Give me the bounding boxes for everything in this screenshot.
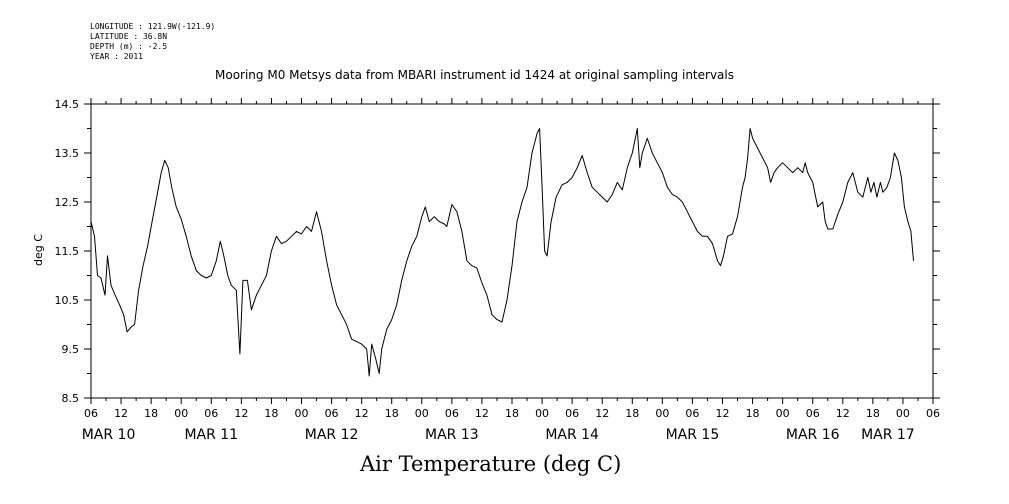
metadata-year: YEAR : 2011: [90, 52, 143, 61]
x-hour-label: 12: [355, 407, 369, 420]
x-hour-label: 06: [445, 407, 459, 420]
x-hour-label: 00: [174, 407, 188, 420]
series-line: [90, 128, 914, 377]
x-day-label: MAR 15: [666, 427, 720, 443]
x-hour-label: 06: [806, 407, 820, 420]
x-hour-label: 00: [776, 407, 790, 420]
x-axis-label: Air Temperature (deg C): [360, 452, 622, 476]
x-hour-label: 18: [144, 407, 158, 420]
y-tick-label: 14.5: [55, 98, 80, 111]
x-day-label: MAR 10: [82, 427, 136, 443]
y-axis: 14.5 13.5 12.5 11.5 10.5 9.5 8.5: [55, 98, 940, 405]
chart-title: Mooring M0 Metsys data from MBARI instru…: [215, 68, 734, 82]
x-hour-label: 12: [234, 407, 248, 420]
y-tick-label: 13.5: [55, 147, 80, 160]
x-axis: 06 12 18 00 06 12 18 00 06 12 18 00 06 12 18 00 06 12 18 00…: [82, 98, 940, 443]
x-hour-label: 18: [264, 407, 278, 420]
x-hour-label: 18: [385, 407, 399, 420]
y-axis-label: deg C: [32, 234, 45, 266]
x-hour-label: 06: [565, 407, 579, 420]
series-group: [90, 128, 914, 377]
x-hour-label: 12: [716, 407, 730, 420]
x-day-label: MAR 11: [184, 427, 238, 443]
x-hour-label: 06: [926, 407, 940, 420]
x-hour-label: 00: [415, 407, 429, 420]
x-hour-label: 18: [505, 407, 519, 420]
x-hour-label: 12: [836, 407, 850, 420]
x-hour-label: 12: [475, 407, 489, 420]
y-tick-label: 11.5: [55, 245, 80, 258]
y-tick-label: 9.5: [62, 343, 80, 356]
x-day-label: MAR 13: [425, 427, 479, 443]
x-hour-label: 00: [295, 407, 309, 420]
x-hour-label: 12: [595, 407, 609, 420]
x-day-label: MAR 14: [545, 427, 599, 443]
x-day-label: MAR 17: [861, 427, 915, 443]
x-hour-label: 00: [535, 407, 549, 420]
x-hour-label: 18: [625, 407, 639, 420]
x-hour-label: 06: [685, 407, 699, 420]
plot-frame: [90, 103, 934, 399]
y-tick-label: 12.5: [55, 196, 80, 209]
x-hour-label: 00: [896, 407, 910, 420]
x-hour-label: 06: [204, 407, 218, 420]
metadata-depth: DEPTH (m) : -2.5: [90, 42, 168, 51]
x-hour-label: 12: [114, 407, 128, 420]
x-day-label: MAR 16: [786, 427, 840, 443]
x-hour-label: 06: [84, 407, 98, 420]
x-day-label: MAR 12: [305, 427, 359, 443]
y-tick-label: 8.5: [62, 392, 80, 405]
x-hour-label: 18: [866, 407, 880, 420]
x-hour-label: 00: [655, 407, 669, 420]
y-tick-label: 10.5: [55, 294, 80, 307]
metadata-latitude: LATITUDE : 36.8N: [90, 32, 168, 41]
metadata-longitude: LONGITUDE : 121.9W(-121.9): [90, 22, 216, 31]
metadata-block: LONGITUDE : 121.9W(-121.9) LATITUDE : 36…: [90, 22, 215, 62]
x-hour-label: 18: [746, 407, 760, 420]
x-hour-label: 06: [325, 407, 339, 420]
